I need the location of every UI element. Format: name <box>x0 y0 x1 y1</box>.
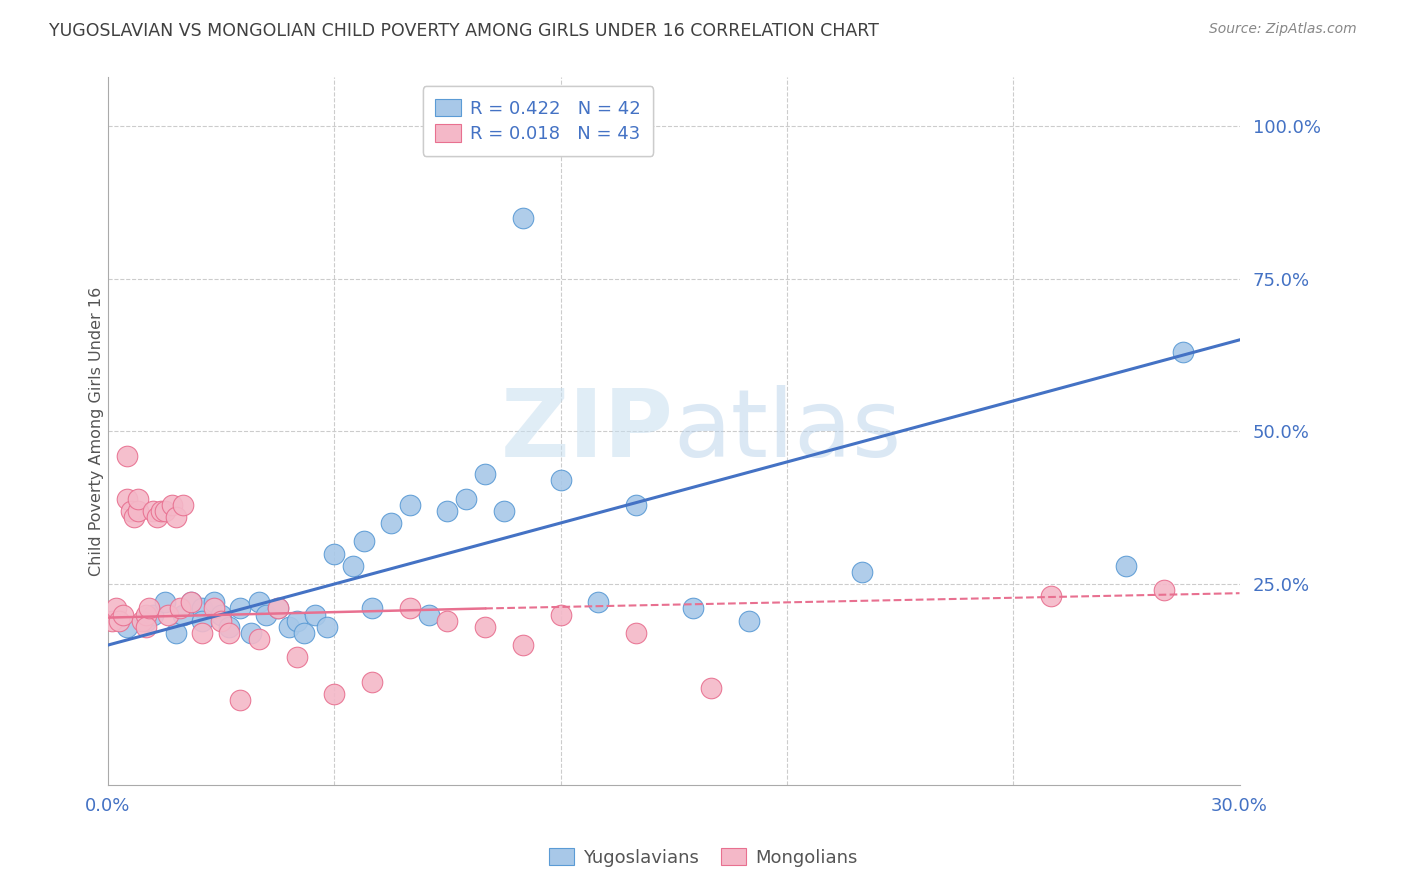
Point <box>108 614 131 628</box>
Legend: Yugoslavians, Mongolians: Yugoslavians, Mongolians <box>541 841 865 874</box>
Point <box>142 504 165 518</box>
Text: Source: ZipAtlas.com: Source: ZipAtlas.com <box>1209 22 1357 37</box>
Point <box>456 491 478 506</box>
Legend: R = 0.422   N = 42, R = 0.018   N = 43: R = 0.422 N = 42, R = 0.018 N = 43 <box>423 87 654 156</box>
Point <box>1115 558 1137 573</box>
Text: atlas: atlas <box>673 385 903 477</box>
Point <box>160 498 183 512</box>
Point <box>127 504 149 518</box>
Point <box>267 601 290 615</box>
Point <box>380 516 402 530</box>
Point <box>550 607 572 622</box>
Point <box>436 504 458 518</box>
Point <box>229 601 252 615</box>
Point <box>342 558 364 573</box>
Point <box>492 504 515 518</box>
Point <box>588 595 610 609</box>
Point <box>202 595 225 609</box>
Point <box>191 614 214 628</box>
Point <box>135 614 157 628</box>
Point <box>474 620 496 634</box>
Point <box>240 625 263 640</box>
Point <box>323 547 346 561</box>
Point <box>191 601 214 615</box>
Point <box>418 607 440 622</box>
Point <box>115 449 138 463</box>
Point <box>247 595 270 609</box>
Point <box>550 473 572 487</box>
Point <box>267 601 290 615</box>
Point <box>254 607 277 622</box>
Point <box>104 601 127 615</box>
Point <box>1153 583 1175 598</box>
Point <box>851 565 873 579</box>
Point <box>135 620 157 634</box>
Point <box>1171 345 1194 359</box>
Point <box>100 614 122 628</box>
Point <box>149 504 172 518</box>
Point <box>323 687 346 701</box>
Point <box>138 601 160 615</box>
Point <box>153 595 176 609</box>
Point <box>172 607 194 622</box>
Point <box>153 504 176 518</box>
Point <box>682 601 704 615</box>
Point <box>202 601 225 615</box>
Point <box>120 504 142 518</box>
Point <box>191 625 214 640</box>
Point <box>180 595 202 609</box>
Point <box>127 491 149 506</box>
Point <box>624 498 647 512</box>
Point <box>304 607 326 622</box>
Point <box>112 607 135 622</box>
Point <box>218 625 240 640</box>
Point <box>292 625 315 640</box>
Point <box>131 614 153 628</box>
Point <box>169 601 191 615</box>
Point <box>135 607 157 622</box>
Point <box>436 614 458 628</box>
Point <box>146 509 169 524</box>
Point <box>398 601 420 615</box>
Point <box>512 211 534 225</box>
Text: ZIP: ZIP <box>501 385 673 477</box>
Point <box>218 620 240 634</box>
Point <box>180 595 202 609</box>
Point <box>115 491 138 506</box>
Point <box>285 614 308 628</box>
Point <box>124 509 146 524</box>
Point <box>247 632 270 646</box>
Point <box>142 607 165 622</box>
Point <box>1039 589 1062 603</box>
Point <box>474 467 496 482</box>
Point <box>229 693 252 707</box>
Y-axis label: Child Poverty Among Girls Under 16: Child Poverty Among Girls Under 16 <box>90 287 104 576</box>
Point <box>738 614 761 628</box>
Text: YUGOSLAVIAN VS MONGOLIAN CHILD POVERTY AMONG GIRLS UNDER 16 CORRELATION CHART: YUGOSLAVIAN VS MONGOLIAN CHILD POVERTY A… <box>49 22 879 40</box>
Point <box>115 620 138 634</box>
Point <box>209 614 232 628</box>
Point <box>157 607 180 622</box>
Point <box>361 674 384 689</box>
Point <box>512 638 534 652</box>
Point <box>165 509 187 524</box>
Point <box>285 650 308 665</box>
Point <box>165 625 187 640</box>
Point <box>315 620 337 634</box>
Point <box>278 620 301 634</box>
Point <box>172 498 194 512</box>
Point <box>209 607 232 622</box>
Point <box>361 601 384 615</box>
Point <box>624 625 647 640</box>
Point <box>353 534 375 549</box>
Point <box>700 681 723 695</box>
Point <box>398 498 420 512</box>
